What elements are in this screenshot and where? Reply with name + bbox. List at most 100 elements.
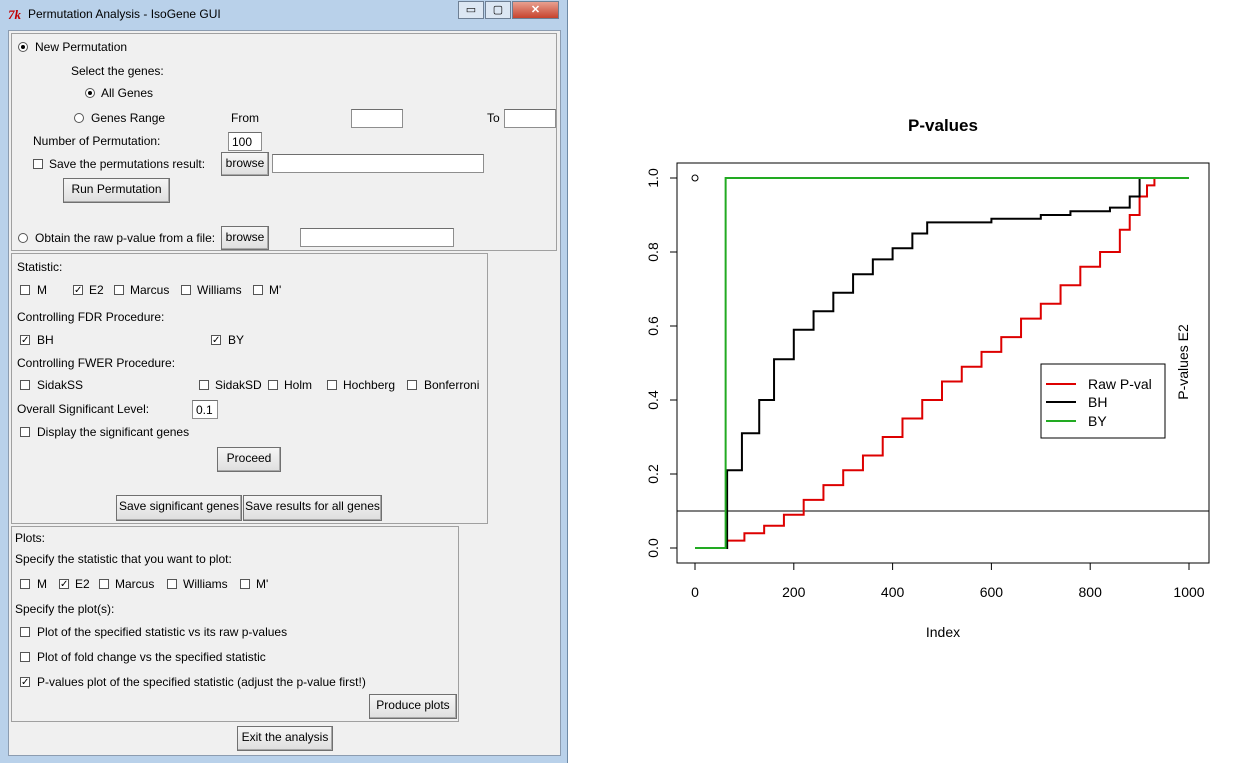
- sidakss-label: SidakSS: [37, 378, 84, 392]
- stat-m-checkbox[interactable]: [20, 285, 30, 295]
- save-all-button[interactable]: Save results for all genes: [243, 495, 382, 521]
- genes-range-radio[interactable]: [74, 113, 84, 123]
- obtain-pvalue-radio[interactable]: [18, 233, 28, 243]
- plots-label: Plots:: [15, 531, 46, 545]
- statistic-label: Statistic:: [17, 260, 63, 274]
- plot1-checkbox[interactable]: [20, 627, 30, 637]
- x-tick-label-1: 200: [782, 584, 806, 600]
- new-permutation-label: New Permutation: [35, 40, 128, 54]
- series-raw-p-val-line: [695, 177, 1189, 549]
- num-permutation-label: Number of Permutation:: [33, 134, 161, 148]
- legend-label-bh: BH: [1088, 394, 1107, 410]
- plot2-checkbox[interactable]: [20, 652, 30, 662]
- display-sig-checkbox[interactable]: [20, 427, 30, 437]
- by-label: BY: [228, 333, 245, 347]
- from-input[interactable]: [351, 109, 403, 128]
- stat-marcus-label: Marcus: [130, 283, 170, 297]
- plot3-label: P-values plot of the specified statistic…: [37, 675, 366, 689]
- chart-legend: Raw P-val BH BY: [1040, 363, 1166, 439]
- legend-label-raw: Raw P-val: [1088, 376, 1152, 392]
- stat-marcus-checkbox[interactable]: [114, 285, 124, 295]
- sidaksd-checkbox[interactable]: [199, 380, 209, 390]
- save-significant-button[interactable]: Save significant genes: [116, 495, 242, 521]
- x-tick-label-3: 600: [980, 584, 1004, 600]
- plot-e2-checkbox[interactable]: ✓: [59, 579, 69, 590]
- bh-label: BH: [37, 333, 54, 347]
- produce-plots-button[interactable]: Produce plots: [369, 694, 457, 719]
- bonferroni-checkbox[interactable]: [407, 380, 417, 390]
- stat-mprime-label: M': [269, 283, 282, 297]
- data-point-0: [691, 174, 699, 182]
- hochberg-label: Hochberg: [343, 378, 396, 392]
- specify-plots-label: Specify the plot(s):: [15, 602, 115, 616]
- y-tick-label-3: 0.6: [645, 316, 661, 336]
- to-input[interactable]: [504, 109, 556, 128]
- save-permutation-checkbox[interactable]: [33, 159, 43, 169]
- x-tick-label-2: 400: [881, 584, 905, 600]
- display-sig-label: Display the significant genes: [37, 425, 190, 439]
- x-tick-label-4: 800: [1079, 584, 1103, 600]
- x-tick-label-5: 1000: [1173, 584, 1204, 600]
- obtain-path-input[interactable]: [300, 228, 454, 247]
- minimize-icon: ▭: [465, 4, 477, 16]
- browse-obtain-button[interactable]: browse: [221, 226, 269, 250]
- title-bar[interactable]: 7k Permutation Analysis - IsoGene GUI ▭ …: [0, 0, 568, 30]
- x-axis-label: Index: [926, 624, 960, 640]
- bonferroni-label: Bonferroni: [424, 378, 480, 392]
- maximize-icon: ▢: [492, 4, 504, 16]
- stat-m-label: M: [37, 283, 47, 297]
- plot-marcus-checkbox[interactable]: [99, 579, 109, 589]
- all-genes-label: All Genes: [101, 86, 154, 100]
- close-button[interactable]: ✕: [512, 1, 559, 19]
- legend-label-by: BY: [1088, 413, 1107, 429]
- hochberg-checkbox[interactable]: [327, 380, 337, 390]
- plot3-checkbox[interactable]: ✓: [20, 677, 30, 688]
- plot-m-label: M: [37, 577, 47, 591]
- save-permutation-label: Save the permutations result:: [49, 157, 206, 171]
- obtain-pvalue-label: Obtain the raw p-value from a file:: [35, 231, 216, 245]
- by-checkbox[interactable]: ✓: [211, 335, 221, 346]
- plot-mprime-label: M': [256, 577, 269, 591]
- save-path-input[interactable]: [272, 154, 484, 173]
- plot-box: [676, 162, 1210, 564]
- y-axis-label: P-values E2: [1175, 324, 1191, 400]
- maximize-button[interactable]: ▢: [485, 1, 511, 19]
- all-genes-radio[interactable]: [85, 88, 95, 98]
- sig-level-input[interactable]: [192, 400, 218, 419]
- plots-frame: [11, 526, 459, 722]
- series-by-line: [695, 177, 1189, 549]
- specify-stat-label: Specify the statistic that you want to p…: [15, 552, 232, 566]
- x-tick-label-0: 0: [691, 584, 699, 600]
- y-tick-label-5: 1.0: [645, 168, 661, 188]
- series-bh-line: [695, 177, 1189, 549]
- holm-label: Holm: [284, 378, 313, 392]
- fdr-label: Controlling FDR Procedure:: [17, 310, 165, 324]
- plot-williams-checkbox[interactable]: [167, 579, 177, 589]
- plot-mprime-checkbox[interactable]: [240, 579, 250, 589]
- minimize-button[interactable]: ▭: [458, 1, 484, 19]
- num-permutation-input[interactable]: [228, 132, 262, 151]
- exit-analysis-button[interactable]: Exit the analysis: [237, 726, 333, 751]
- stat-mprime-checkbox[interactable]: [253, 285, 263, 295]
- sidaksd-label: SidakSD: [215, 378, 262, 392]
- fwer-label: Controlling FWER Procedure:: [17, 356, 176, 370]
- plot-m-checkbox[interactable]: [20, 579, 30, 589]
- y-tick-label-2: 0.4: [645, 390, 661, 410]
- plot-williams-label: Williams: [183, 577, 228, 591]
- stat-williams-checkbox[interactable]: [181, 285, 191, 295]
- stat-e2-label: E2: [89, 283, 104, 297]
- sidakss-checkbox[interactable]: [20, 380, 30, 390]
- plot-window: P-values Index P-values E2 0 200 400 600 800…: [570, 0, 1257, 763]
- genes-range-label: Genes Range: [91, 111, 166, 125]
- holm-checkbox[interactable]: [268, 380, 278, 390]
- stat-e2-checkbox[interactable]: ✓: [73, 285, 83, 296]
- y-tick-label-4: 0.8: [645, 242, 661, 262]
- app-window: 7k Permutation Analysis - IsoGene GUI ▭ …: [0, 0, 568, 763]
- new-permutation-radio[interactable]: [18, 42, 28, 52]
- bh-checkbox[interactable]: ✓: [20, 335, 30, 346]
- run-permutation-button[interactable]: Run Permutation: [63, 178, 170, 203]
- stat-williams-label: Williams: [197, 283, 242, 297]
- chart-title: P-values: [908, 116, 978, 135]
- browse-save-button[interactable]: browse: [221, 152, 269, 176]
- proceed-button[interactable]: Proceed: [217, 447, 281, 472]
